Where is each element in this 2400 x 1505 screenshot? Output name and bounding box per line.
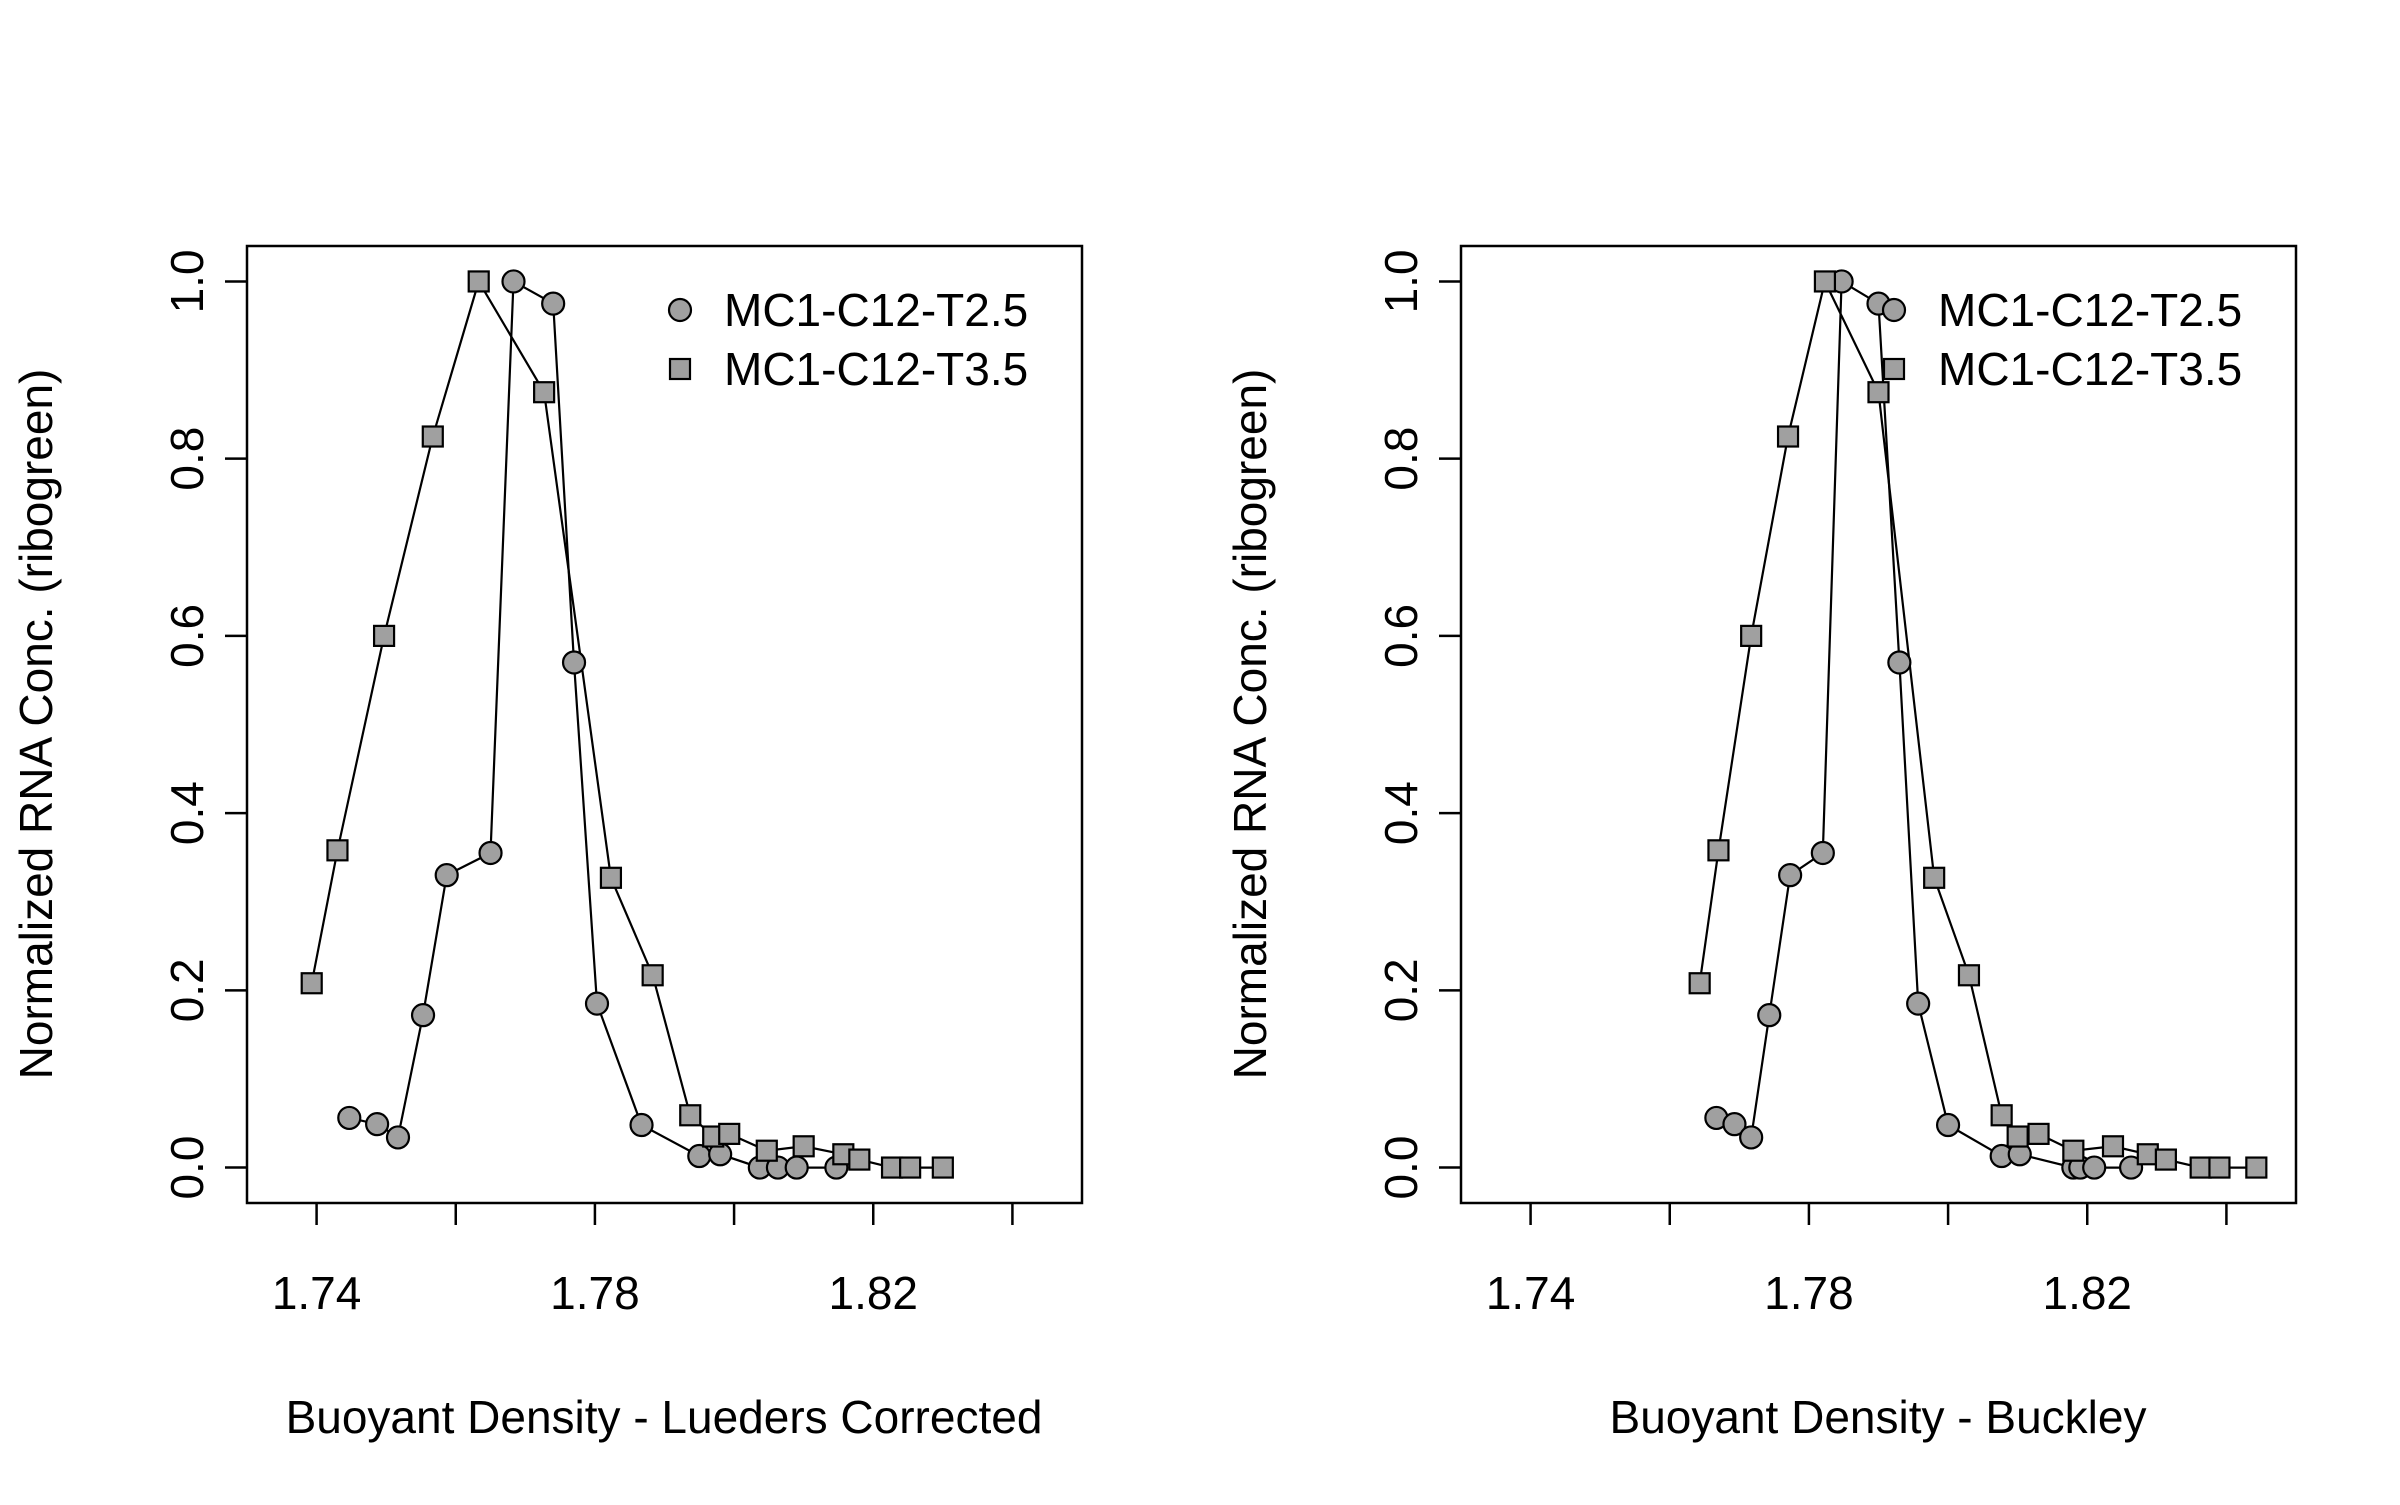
data-point-square bbox=[931, 1156, 954, 1179]
data-point-square bbox=[1867, 381, 1890, 404]
x-tick-label: 1.74 bbox=[272, 1267, 362, 1319]
data-point-circle bbox=[784, 1155, 809, 1180]
data-point-square bbox=[2208, 1156, 2231, 1179]
data-point-circle bbox=[629, 1112, 654, 1138]
data-point-square bbox=[899, 1156, 922, 1179]
x-tick-label: 1.74 bbox=[1486, 1267, 1576, 1319]
x-axis: 1.74 1.78 1.82 bbox=[1486, 1203, 2228, 1319]
data-point-square bbox=[641, 964, 664, 987]
data-point-square bbox=[467, 270, 490, 293]
data-point-square bbox=[372, 624, 396, 647]
y-tick-label: 0.4 bbox=[1375, 781, 1427, 845]
data-point-square bbox=[1813, 270, 1837, 293]
x-axis: 1.74 1.78 1.82 bbox=[272, 1203, 1014, 1319]
legend-label: MC1-C12-T3.5 bbox=[1938, 343, 2242, 395]
data-point-square bbox=[2245, 1156, 2268, 1179]
data-point-circle bbox=[2118, 1155, 2144, 1180]
data-point-square bbox=[1740, 624, 1763, 647]
x-tick-label: 1.78 bbox=[1764, 1267, 1854, 1319]
data-point-square bbox=[2154, 1148, 2177, 1171]
data-point-circle bbox=[410, 1003, 436, 1028]
legend: MC1-C12-T2.5 MC1-C12-T3.5 bbox=[1881, 284, 2242, 395]
data-point-circle bbox=[2082, 1155, 2107, 1180]
y-axis: 0.0 0.2 0.4 0.6 0.8 1.0 bbox=[1375, 249, 1461, 1200]
data-point-square bbox=[1688, 972, 1711, 995]
data-point-square bbox=[1707, 839, 1730, 862]
y-tick-label: 0.2 bbox=[161, 958, 213, 1022]
y-axis: 0.0 0.2 0.4 0.6 0.8 1.0 bbox=[161, 249, 247, 1200]
series-markers bbox=[300, 269, 954, 1180]
y-axis-title: Normalized RNA Conc. (ribogreen) bbox=[1224, 369, 1276, 1080]
chart-panel-lueders: 1.74 1.78 1.82 0.0 0.2 0.4 0.6 0.8 1.0 MC1-C12-… bbox=[10, 244, 1084, 1443]
data-point-circle bbox=[541, 291, 566, 316]
data-point-square bbox=[755, 1139, 778, 1162]
data-point-square bbox=[2101, 1135, 2125, 1158]
data-point-square bbox=[1957, 964, 1981, 987]
data-point-square bbox=[679, 1104, 702, 1127]
y-tick-label: 0.0 bbox=[161, 1136, 213, 1200]
data-point-square bbox=[2006, 1125, 2029, 1148]
data-point-circle bbox=[434, 863, 459, 888]
data-point-circle bbox=[1722, 1112, 1747, 1137]
data-point-square bbox=[300, 972, 323, 995]
data-point-circle bbox=[1778, 863, 1803, 888]
data-point-circle bbox=[1935, 1112, 1961, 1138]
chart-panel-buckley: 1.74 1.78 1.82 0.0 0.2 0.4 0.6 0.8 1.0 MC1-C12-… bbox=[1224, 244, 2298, 1443]
data-point-circle bbox=[478, 840, 503, 866]
x-axis-title: Buoyant Density - Lueders Corrected bbox=[286, 1391, 1043, 1443]
data-point-square bbox=[326, 839, 349, 862]
y-tick-label: 0.0 bbox=[1375, 1136, 1427, 1200]
data-point-circle bbox=[1887, 650, 1912, 675]
data-point-circle bbox=[337, 1105, 362, 1131]
data-point-square bbox=[2062, 1139, 2085, 1162]
data-point-circle bbox=[501, 269, 526, 294]
x-tick-label: 1.78 bbox=[550, 1267, 640, 1319]
legend-marker-square bbox=[668, 357, 692, 381]
data-point-circle bbox=[687, 1143, 712, 1169]
data-point-square bbox=[1923, 866, 1946, 889]
data-point-square bbox=[599, 866, 623, 889]
legend-marker-circle bbox=[667, 297, 693, 323]
data-point-circle bbox=[561, 650, 587, 675]
y-tick-label: 0.2 bbox=[1375, 958, 1427, 1022]
data-point-circle bbox=[1810, 840, 1835, 866]
plot-frame bbox=[245, 244, 1084, 1205]
legend-label: MC1-C12-T2.5 bbox=[724, 284, 1028, 336]
data-point-circle bbox=[1906, 991, 1931, 1016]
data-point-square bbox=[792, 1135, 815, 1158]
legend-marker-circle bbox=[1881, 297, 1907, 323]
legend: MC1-C12-T2.5 MC1-C12-T3.5 bbox=[667, 284, 1028, 395]
y-tick-label: 0.8 bbox=[1375, 427, 1427, 491]
data-point-square bbox=[718, 1122, 741, 1145]
y-tick-label: 1.0 bbox=[1375, 249, 1427, 313]
data-point-square bbox=[848, 1148, 871, 1171]
y-tick-label: 0.6 bbox=[1375, 604, 1427, 668]
data-point-square bbox=[2189, 1156, 2212, 1179]
x-tick-label: 1.82 bbox=[828, 1267, 918, 1319]
data-point-circle bbox=[385, 1125, 411, 1150]
y-tick-label: 0.8 bbox=[161, 427, 213, 491]
series-markers bbox=[1688, 269, 2268, 1180]
data-point-square bbox=[1776, 425, 1800, 448]
data-point-circle bbox=[365, 1112, 390, 1137]
legend-label: MC1-C12-T3.5 bbox=[724, 343, 1028, 395]
data-point-circle bbox=[1757, 1003, 1782, 1028]
data-point-square bbox=[1990, 1104, 2013, 1127]
y-tick-label: 0.6 bbox=[161, 604, 213, 668]
legend-marker-square bbox=[1882, 357, 1906, 381]
data-point-square bbox=[2027, 1122, 2050, 1145]
data-point-circle bbox=[584, 991, 610, 1016]
y-tick-label: 0.4 bbox=[161, 781, 213, 845]
data-point-square bbox=[533, 381, 556, 404]
data-point-square bbox=[421, 425, 444, 448]
data-point-circle bbox=[1739, 1125, 1764, 1150]
plot-frame bbox=[1459, 244, 2298, 1205]
legend-label: MC1-C12-T2.5 bbox=[1938, 284, 2242, 336]
x-axis-title: Buoyant Density - Buckley bbox=[1610, 1391, 2147, 1443]
x-tick-label: 1.82 bbox=[2042, 1267, 2132, 1319]
y-tick-label: 1.0 bbox=[161, 249, 213, 313]
y-axis-title: Normalized RNA Conc. (ribogreen) bbox=[10, 369, 62, 1080]
